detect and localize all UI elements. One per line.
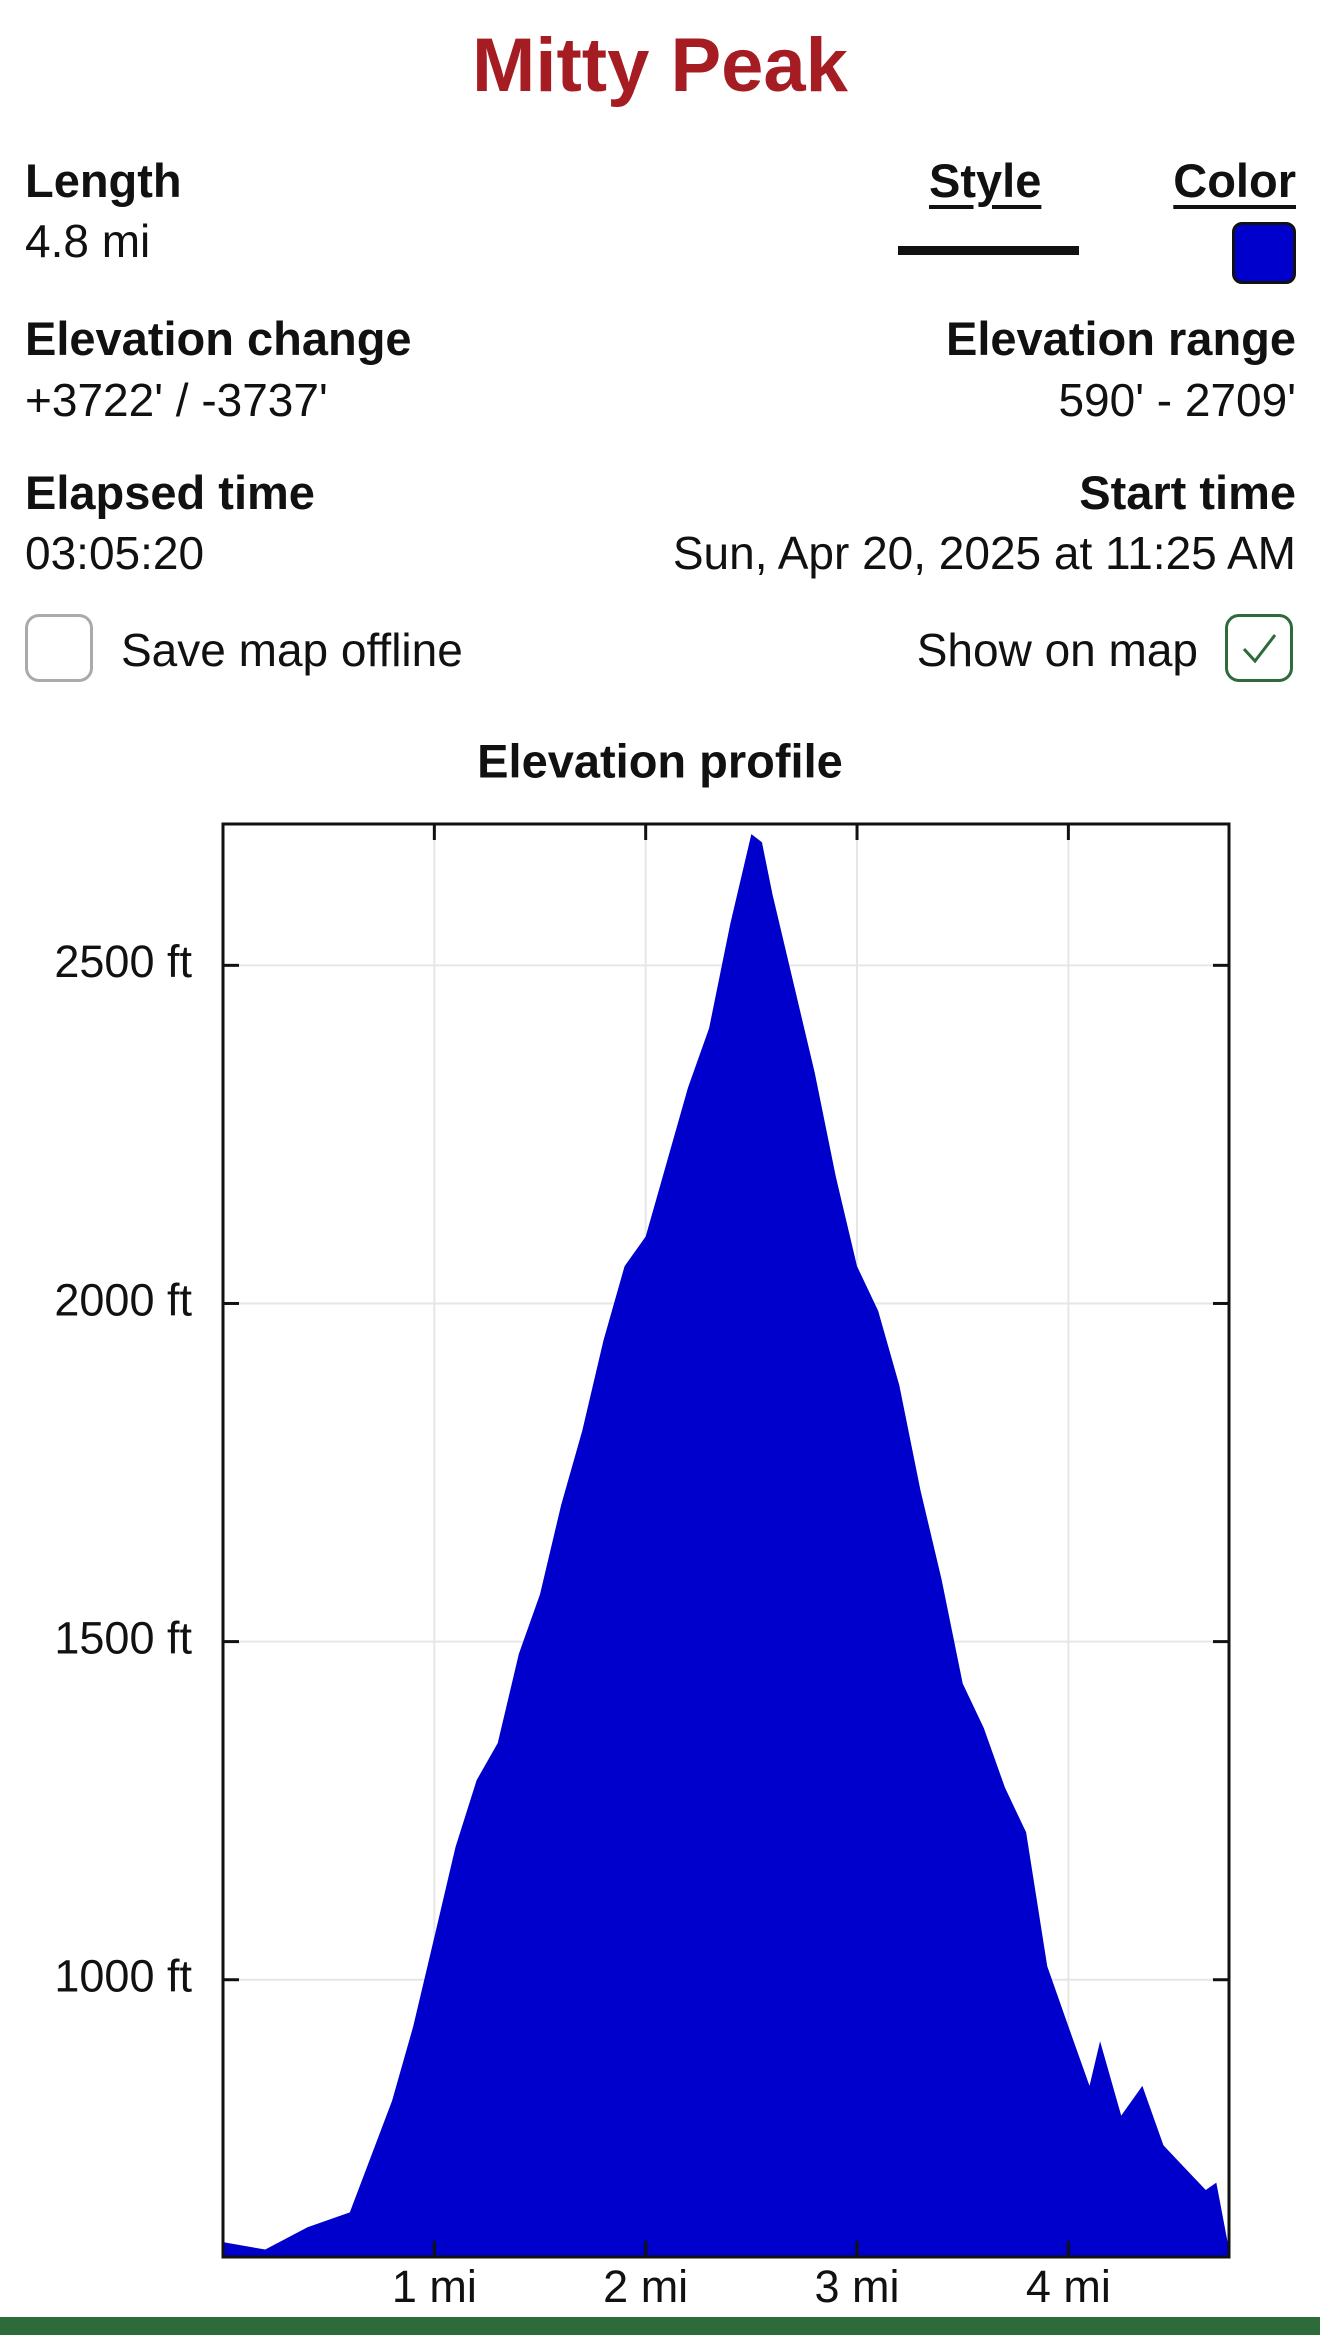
chart-title: Elevation profile: [477, 734, 843, 787]
x-tick-label: 4 mi: [1026, 2261, 1111, 2312]
show-on-map-label[interactable]: Show on map: [916, 624, 1198, 676]
style-line[interactable]: [898, 246, 1079, 255]
x-tick-label: 2 mi: [603, 2261, 688, 2312]
bottom-bar: [0, 2317, 1320, 2335]
style-label[interactable]: Style: [929, 154, 1042, 207]
elapsed-time-label: Elapsed time: [25, 466, 315, 519]
length-value: 4.8 mi: [25, 215, 151, 267]
checkbox[interactable]: [1225, 614, 1293, 682]
y-tick-label: 2500 ft: [54, 936, 192, 987]
x-tick-label: 1 mi: [392, 2261, 477, 2312]
elevation-range-label: Elevation range: [946, 312, 1296, 365]
plot-frame: [221, 822, 1231, 2259]
elevation-range-value: 590' - 2709': [1058, 374, 1296, 426]
elapsed-time-value: 03:05:20: [25, 527, 205, 579]
checkbox[interactable]: [25, 614, 93, 682]
x-tick-label: 3 mi: [815, 2261, 900, 2312]
color-swatch[interactable]: [1232, 222, 1296, 284]
start-time-value: Sun, Apr 20, 2025 at 11:25 AM: [672, 527, 1296, 579]
y-tick-label: 2000 ft: [54, 1274, 192, 1325]
y-tick-label: 1000 ft: [54, 1951, 192, 2002]
elevation-change-label: Elevation change: [25, 312, 412, 365]
elevation-area: [223, 834, 1229, 2257]
color-label[interactable]: Color: [1173, 154, 1296, 207]
save-offline-label[interactable]: Save map offline: [121, 624, 463, 676]
checkmark: [1242, 634, 1277, 664]
elevation-change-value: +3722' / -3737': [25, 374, 328, 426]
y-tick-label: 1500 ft: [54, 1612, 192, 1663]
length-label: Length: [25, 154, 182, 207]
title: Mitty Peak: [472, 23, 848, 108]
start-time-label: Start time: [1079, 466, 1296, 519]
